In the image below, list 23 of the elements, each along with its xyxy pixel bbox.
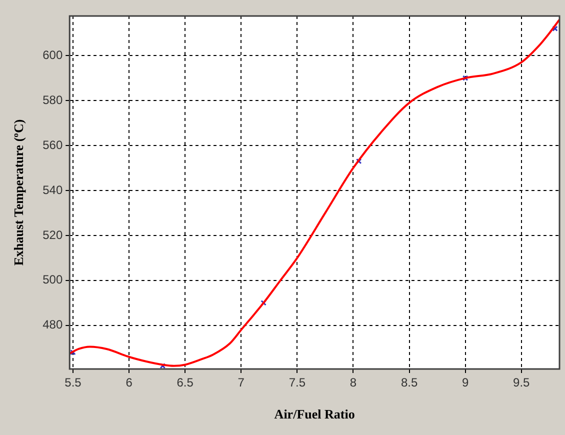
x-tick-label: 7.5 [288, 376, 306, 390]
point [356, 158, 362, 164]
x-tick-label: 7 [238, 376, 245, 390]
y-tick-label: 600 [42, 48, 63, 62]
x-tick-label: 6 [126, 376, 133, 390]
y-tick-label: 480 [42, 318, 63, 332]
x-axis-title: Air/Fuel Ratio [274, 406, 355, 422]
x-tick-label: 5.5 [64, 376, 82, 390]
y-tick-label: 520 [42, 228, 63, 242]
x-tick-label: 9.5 [513, 376, 530, 390]
x-tick-label: 9 [462, 376, 469, 390]
y-tick-label: 540 [42, 182, 63, 197]
x-tick-label: 6.5 [176, 376, 194, 390]
y-tick-label: 500 [42, 272, 63, 287]
x-tick-label: 8.5 [400, 376, 418, 390]
y-axis-title: Exhaust Temperature (ºC) [11, 119, 26, 266]
y-tick-label: 580 [42, 92, 63, 107]
point [552, 26, 558, 32]
line-series [70, 18, 560, 367]
point [462, 75, 468, 81]
x-tick-label: 8 [350, 376, 357, 390]
y-tick-label: 560 [42, 138, 63, 152]
point [70, 349, 76, 356]
